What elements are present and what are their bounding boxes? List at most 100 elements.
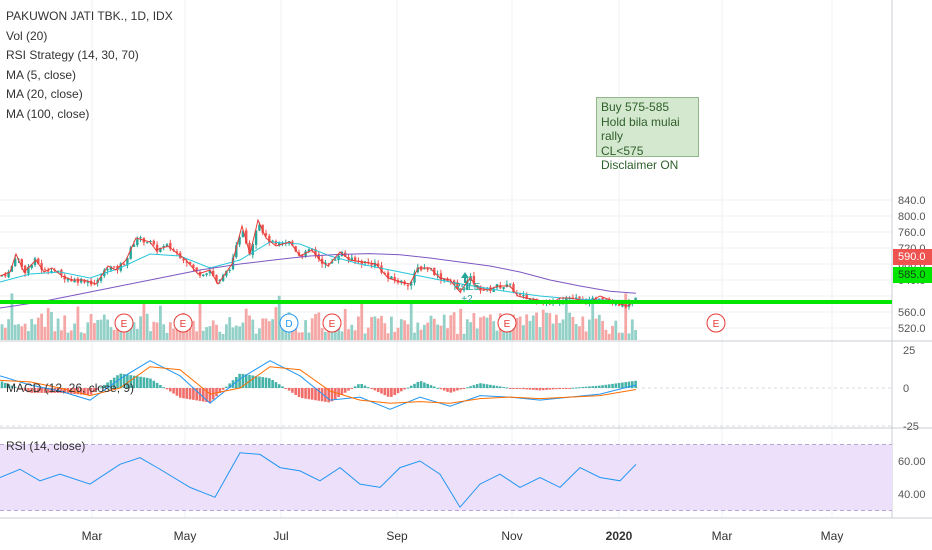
candle-body — [169, 243, 172, 249]
macd-histogram-bar — [611, 383, 614, 388]
macd-histogram-bar — [413, 383, 416, 388]
legend-vol[interactable]: Vol (20) — [6, 28, 48, 43]
candle-body — [294, 246, 297, 252]
candle-body — [456, 282, 459, 290]
volume-bar — [211, 320, 215, 340]
buy-signal-arrow — [461, 272, 469, 283]
trade-note[interactable]: Buy 575-585 Hold bila mulai rally CL<575… — [596, 97, 699, 172]
macd-histogram-bar — [188, 388, 192, 400]
macd-histogram-bar — [43, 388, 47, 393]
volume-bar — [393, 331, 397, 340]
volume-bar — [624, 293, 628, 340]
volume-bar — [343, 308, 347, 340]
volume-bar — [159, 305, 162, 340]
macd-histogram-bar — [116, 375, 119, 388]
macd-histogram-bar — [416, 381, 420, 388]
time-tick-label: Mar — [712, 529, 733, 543]
macd-histogram-bar — [584, 386, 588, 388]
candle-body — [426, 268, 429, 270]
macd-histogram-bar — [50, 388, 53, 393]
macd-histogram-bar — [340, 388, 344, 395]
candle-body — [228, 269, 231, 271]
time-tick-label: Sep — [386, 529, 408, 543]
event-marker — [322, 313, 342, 333]
candle-body — [492, 288, 495, 293]
volume-bar — [545, 312, 548, 340]
candle-body — [195, 267, 198, 272]
candle-body — [406, 285, 410, 287]
candle-body — [73, 279, 76, 283]
candle-body — [386, 272, 390, 279]
candle-body — [634, 297, 637, 301]
candle-body — [192, 264, 195, 268]
candle-body — [225, 270, 228, 276]
macd-histogram-bar — [370, 388, 373, 389]
legend-ma5[interactable]: MA (5, close) — [6, 67, 77, 82]
volume-bar — [548, 313, 552, 340]
macd-histogram-bar — [126, 374, 129, 388]
macd-histogram-bar — [449, 388, 453, 393]
symbol-title[interactable]: PAKUWON JATI TBK., 1D, IDX — [6, 9, 173, 23]
macd-histogram-bar — [172, 388, 175, 394]
legend-rsi-strategy[interactable]: RSI Strategy (14, 30, 70) — [6, 48, 139, 62]
candle-body — [423, 267, 426, 270]
macd-histogram-bar — [83, 388, 86, 395]
macd-histogram-bar — [515, 388, 519, 389]
volume-bar — [475, 328, 479, 340]
volume-bar — [112, 329, 116, 340]
volume-bar — [86, 322, 90, 340]
volume-bar — [489, 314, 492, 340]
volume-bar — [617, 332, 621, 340]
last-price-tag: 590.0 — [893, 249, 932, 265]
volume-bar — [588, 319, 591, 340]
macd-histogram-bar — [192, 388, 195, 400]
candle-body — [4, 274, 7, 277]
macd-histogram-bar — [462, 388, 466, 389]
volume-bar — [485, 317, 489, 340]
volume-bar — [442, 314, 446, 340]
candle-body — [113, 266, 116, 268]
rsi-label[interactable]: RSI (14, close) — [6, 439, 86, 453]
volume-bar — [79, 332, 83, 340]
macd-histogram-bar — [373, 388, 377, 391]
macd-histogram-bar — [495, 385, 499, 388]
macd-histogram-bar — [518, 388, 522, 389]
candle-body — [522, 295, 525, 297]
volume-bar — [419, 329, 423, 340]
volume-bar — [314, 314, 317, 340]
candle-body — [185, 261, 188, 263]
macd-histogram-bar — [574, 387, 578, 389]
macd-label[interactable]: MACD (12, 26, close, 9) — [6, 381, 135, 395]
macd-histogram-bar — [390, 388, 393, 397]
volume-bar — [551, 323, 555, 340]
volume-bar — [20, 326, 24, 340]
candle-body — [462, 288, 466, 291]
candle-body — [373, 262, 377, 267]
macd-histogram-bar — [60, 388, 63, 393]
volume-bar — [304, 320, 307, 340]
macd-histogram-bar — [106, 382, 109, 388]
volume-bar — [574, 323, 578, 340]
macd-histogram-bar — [446, 388, 449, 392]
volume-bar — [274, 307, 278, 340]
macd-histogram-bar — [291, 388, 294, 393]
volume-bar — [46, 308, 50, 340]
support-level-line[interactable] — [0, 300, 892, 304]
note-line: Hold bila mulai rally — [601, 114, 680, 144]
volume-bar — [53, 331, 57, 340]
volume-bar — [307, 332, 311, 340]
moving-averages — [0, 218, 637, 309]
ma5-line — [0, 218, 637, 307]
event-marker — [279, 313, 299, 333]
legend-ma100[interactable]: MA (100, close) — [6, 106, 90, 121]
price-tick-label: 560.0 — [898, 307, 926, 319]
volume-bar — [254, 333, 258, 340]
candle-body — [83, 279, 86, 283]
macd-histogram-bar — [439, 388, 443, 390]
candle-body — [334, 259, 337, 261]
macd-histogram-bar — [347, 388, 350, 391]
volume-bar — [340, 331, 344, 340]
legend-ma20[interactable]: MA (20, close) — [6, 87, 83, 101]
earnings-markers[interactable]: RsiLE+2 E E D E E E — [114, 272, 726, 333]
